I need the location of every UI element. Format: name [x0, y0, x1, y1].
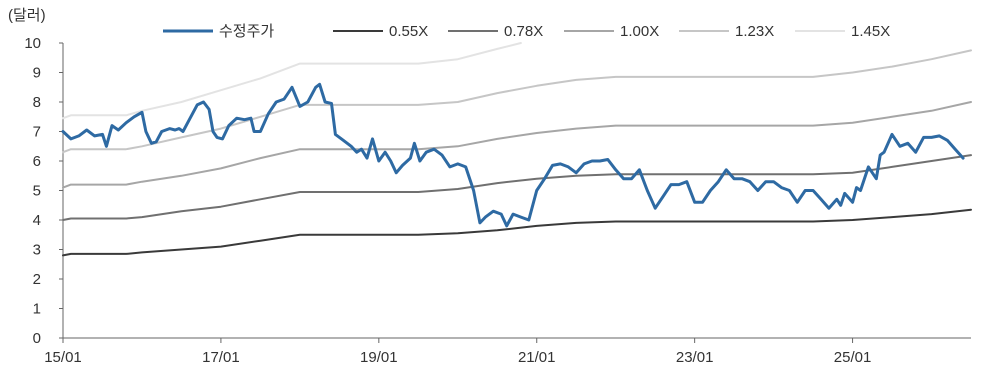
legend-label: 1.00X: [620, 23, 659, 40]
y-tick-label: 9: [33, 65, 41, 82]
legend-label: 수정주가: [219, 23, 274, 40]
series-line-band-2: [62, 154, 972, 221]
x-tick-label: 19/01: [360, 349, 398, 366]
legend-label: 0.78X: [504, 23, 543, 40]
y-tick-label: 4: [33, 212, 41, 229]
x-tick-label: 15/01: [44, 349, 82, 366]
x-tick-label: 17/01: [202, 349, 240, 366]
legend-label: 1.45X: [851, 23, 890, 40]
series-line-band-4: [62, 49, 972, 154]
y-tick-label: 6: [33, 153, 41, 170]
x-tick-label: 25/01: [834, 349, 872, 366]
legend-label: 1.23X: [735, 23, 774, 40]
series-line-price: [61, 82, 965, 228]
legend-label: 0.55X: [389, 23, 428, 40]
x-tick-label: 21/01: [518, 349, 556, 366]
y-tick-label: 10: [24, 35, 41, 52]
y-tick-label: 0: [33, 330, 41, 347]
legend: 수정주가 0.55X 0.78X 1.00X 1.23X 1.45X: [163, 23, 890, 40]
y-tick-label: 8: [33, 94, 41, 111]
y-tick-label: 7: [33, 124, 41, 141]
series-line-band-1: [62, 208, 972, 257]
y-tick-label: 3: [33, 242, 41, 259]
x-tick-label: 23/01: [676, 349, 714, 366]
y-unit-label: (달러): [8, 7, 46, 24]
y-tick-label: 1: [33, 301, 41, 318]
series-line-band-5: [62, 42, 522, 120]
series-layer: [61, 42, 972, 257]
y-axis: 0 1 2 3 4 5 6 7 8 9 10: [24, 35, 64, 347]
y-tick-label: 5: [33, 183, 41, 200]
y-tick-label: 2: [33, 271, 41, 288]
x-axis: 15/01 17/01 19/01 21/01 23/01 25/01: [44, 337, 971, 366]
series-line-band-3: [62, 101, 972, 189]
